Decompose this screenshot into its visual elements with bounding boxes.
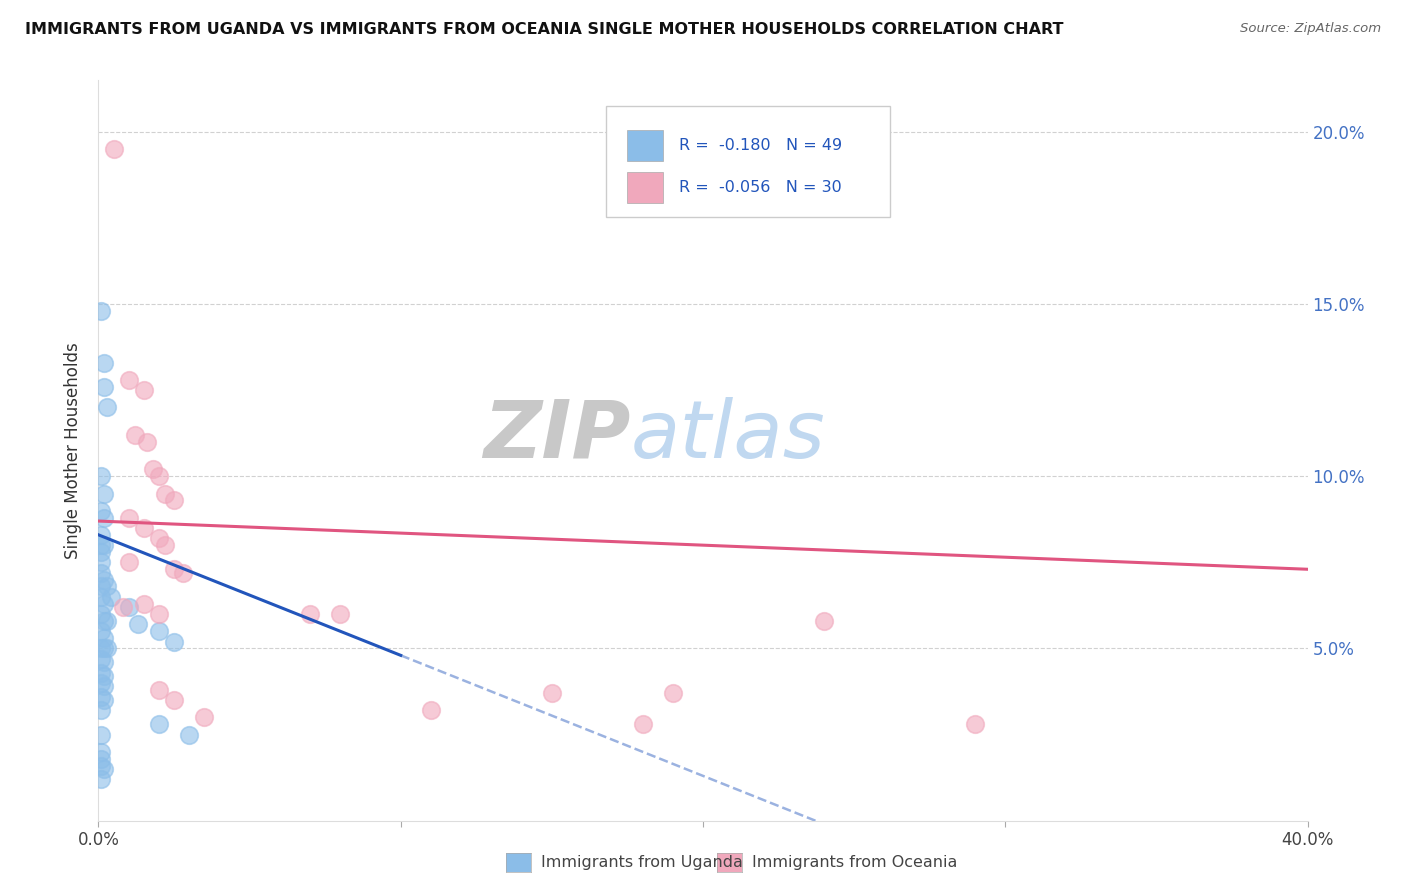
Point bbox=[148, 607, 170, 621]
Point bbox=[153, 486, 176, 500]
Point bbox=[93, 597, 115, 611]
Point bbox=[96, 614, 118, 628]
Point bbox=[93, 510, 115, 524]
Point bbox=[96, 641, 118, 656]
Text: R =  -0.056   N = 30: R = -0.056 N = 30 bbox=[679, 180, 842, 195]
Point bbox=[93, 655, 115, 669]
Point bbox=[93, 641, 115, 656]
Point bbox=[90, 752, 112, 766]
Point bbox=[163, 634, 186, 648]
Point bbox=[90, 607, 112, 621]
Y-axis label: Single Mother Households: Single Mother Households bbox=[65, 343, 83, 558]
Point bbox=[813, 614, 835, 628]
Point bbox=[661, 686, 683, 700]
Point bbox=[90, 469, 112, 483]
Point bbox=[93, 573, 115, 587]
Point bbox=[90, 727, 112, 741]
Point bbox=[132, 597, 155, 611]
Point bbox=[148, 531, 170, 545]
Point bbox=[93, 693, 115, 707]
Point bbox=[148, 624, 170, 639]
Point bbox=[163, 562, 186, 576]
Text: Immigrants from Oceania: Immigrants from Oceania bbox=[752, 855, 957, 870]
Text: ZIP: ZIP bbox=[484, 397, 630, 475]
Point bbox=[163, 693, 186, 707]
Point bbox=[90, 566, 112, 580]
Point bbox=[299, 607, 322, 621]
Text: atlas: atlas bbox=[630, 397, 825, 475]
Point bbox=[93, 356, 115, 370]
Point bbox=[90, 624, 112, 639]
Point bbox=[132, 383, 155, 397]
Point bbox=[90, 772, 112, 787]
Bar bbox=[627, 130, 664, 161]
Point bbox=[193, 710, 215, 724]
Text: IMMIGRANTS FROM UGANDA VS IMMIGRANTS FROM OCEANIA SINGLE MOTHER HOUSEHOLDS CORRE: IMMIGRANTS FROM UGANDA VS IMMIGRANTS FRO… bbox=[25, 22, 1064, 37]
Point bbox=[153, 538, 176, 552]
Point bbox=[142, 462, 165, 476]
Point bbox=[90, 745, 112, 759]
Text: R =  -0.180   N = 49: R = -0.180 N = 49 bbox=[679, 138, 842, 153]
Text: Source: ZipAtlas.com: Source: ZipAtlas.com bbox=[1240, 22, 1381, 36]
Point bbox=[965, 717, 987, 731]
Point bbox=[93, 614, 115, 628]
Point bbox=[90, 652, 112, 666]
Point bbox=[90, 676, 112, 690]
Point bbox=[124, 428, 146, 442]
Point bbox=[118, 373, 141, 387]
Point bbox=[135, 434, 157, 449]
Point bbox=[90, 703, 112, 717]
Point bbox=[93, 669, 115, 683]
Point bbox=[93, 679, 115, 693]
Point bbox=[90, 538, 112, 552]
Point bbox=[90, 545, 112, 559]
Point bbox=[90, 304, 112, 318]
Point bbox=[93, 631, 115, 645]
Point bbox=[100, 590, 122, 604]
Point bbox=[103, 142, 125, 156]
Point bbox=[93, 486, 115, 500]
Point bbox=[90, 641, 112, 656]
Point bbox=[148, 469, 170, 483]
Point bbox=[96, 579, 118, 593]
Point bbox=[148, 682, 170, 697]
Point bbox=[127, 617, 149, 632]
Point bbox=[631, 717, 654, 731]
Point bbox=[148, 717, 170, 731]
Point bbox=[118, 555, 141, 569]
Point bbox=[540, 686, 562, 700]
Point bbox=[90, 665, 112, 680]
Point bbox=[163, 493, 186, 508]
Bar bbox=[627, 172, 664, 203]
Point bbox=[111, 600, 134, 615]
Point bbox=[96, 401, 118, 415]
Point bbox=[90, 579, 112, 593]
Point bbox=[90, 555, 112, 569]
Point bbox=[90, 590, 112, 604]
Point bbox=[118, 600, 141, 615]
Point bbox=[93, 380, 115, 394]
Point bbox=[420, 703, 443, 717]
Point bbox=[90, 758, 112, 772]
Point bbox=[90, 504, 112, 518]
Point bbox=[118, 510, 141, 524]
Point bbox=[179, 727, 201, 741]
Point bbox=[90, 528, 112, 542]
Point bbox=[172, 566, 194, 580]
Point bbox=[132, 521, 155, 535]
Point bbox=[90, 690, 112, 704]
FancyBboxPatch shape bbox=[606, 106, 890, 218]
Point bbox=[93, 538, 115, 552]
Point bbox=[329, 607, 352, 621]
Point bbox=[93, 762, 115, 776]
Text: Immigrants from Uganda: Immigrants from Uganda bbox=[541, 855, 744, 870]
